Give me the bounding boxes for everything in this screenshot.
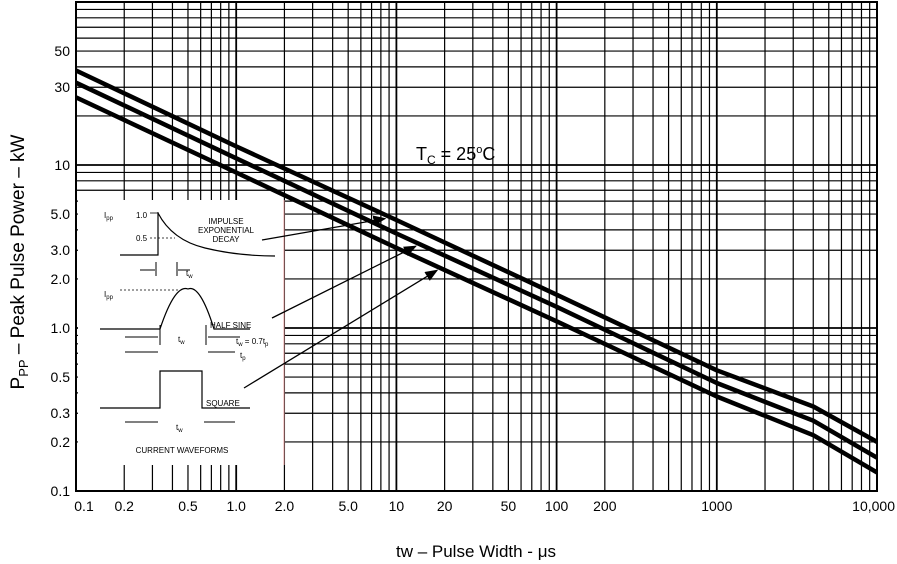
series-line-2 <box>75 80 879 460</box>
ipp-label: Ipp <box>104 211 114 222</box>
waveforms-caption: CURRENT WAVEFORMS <box>136 446 229 455</box>
x-tick-label: 10,000 <box>852 498 895 514</box>
y-tick-label: 10 <box>54 157 70 173</box>
x-tick-label: 100 <box>545 498 569 514</box>
exp-decay-curve <box>120 212 276 257</box>
y-tick-label: 2.0 <box>51 271 71 287</box>
level-1-label: 1.0 <box>136 211 148 220</box>
half-sine-label: HALF SINE <box>210 321 251 330</box>
x-tick-label: 1000 <box>701 498 732 514</box>
pointer-arrow-1 <box>261 215 387 241</box>
y-tick-label: 0.1 <box>51 483 71 499</box>
y-tick-label: 50 <box>54 43 70 59</box>
inset-pointer-arrows <box>243 215 439 389</box>
x-tick-label: 50 <box>501 498 517 514</box>
y-tick-label: 0.5 <box>51 369 71 385</box>
temperature-annotation: TC = 25oC <box>416 144 495 167</box>
tw-label-3: tw <box>176 423 183 434</box>
x-tick-label: 0.5 <box>178 498 198 514</box>
tw-label-2: tw <box>178 335 185 346</box>
impulse-label: IMPULSE <box>208 217 243 226</box>
y-tick-label: 1.0 <box>51 320 71 336</box>
half-sine-curve <box>100 287 250 330</box>
y-axis-label: PPP – Peak Pulse Power – kW <box>8 134 31 389</box>
x-tick-label: 20 <box>437 498 453 514</box>
tw-eq-label: tw = 0.7tp <box>236 337 269 348</box>
x-tick-label: 5.0 <box>338 498 358 514</box>
y-tick-label: 3.0 <box>51 242 71 258</box>
x-tick-label: 2.0 <box>275 498 295 514</box>
y-tick-label: 0.3 <box>51 405 71 421</box>
tick-labels: 0.1 0.2 0.5 1.0 2.0 5.0 10 20 50 100 200 1000 10,000… <box>51 43 896 514</box>
plot-border <box>75 1 878 492</box>
chart-series <box>75 68 879 475</box>
pointer-arrow-3 <box>243 269 439 389</box>
decay-label: DECAY <box>213 235 241 244</box>
tp-label: tp <box>240 351 246 362</box>
series-line-1 <box>75 68 879 444</box>
x-axis-label: tw – Pulse Width - μs <box>396 542 556 561</box>
x-tick-label: 200 <box>593 498 617 514</box>
exponential-label: EXPONENTIAL <box>198 226 255 235</box>
square-label: SQUARE <box>206 399 240 408</box>
pointer-arrow-2 <box>271 245 417 319</box>
series-line-3 <box>75 95 879 475</box>
x-tick-label: 0.2 <box>114 498 134 514</box>
level-half-label: 0.5 <box>136 234 148 243</box>
tw-label-1: tw <box>186 269 193 280</box>
y-tick-label: 30 <box>54 79 70 95</box>
y-tick-label: 5.0 <box>51 206 71 222</box>
square-wave <box>100 370 250 409</box>
x-tick-label: 10 <box>389 498 405 514</box>
x-tick-label: 1.0 <box>226 498 246 514</box>
chart-grid <box>75 1 878 492</box>
x-tick-label: 0.1 <box>74 498 94 514</box>
ipp-label-2: Ipp <box>104 290 114 301</box>
inset-background <box>78 200 284 465</box>
y-tick-label: 0.2 <box>51 434 71 450</box>
